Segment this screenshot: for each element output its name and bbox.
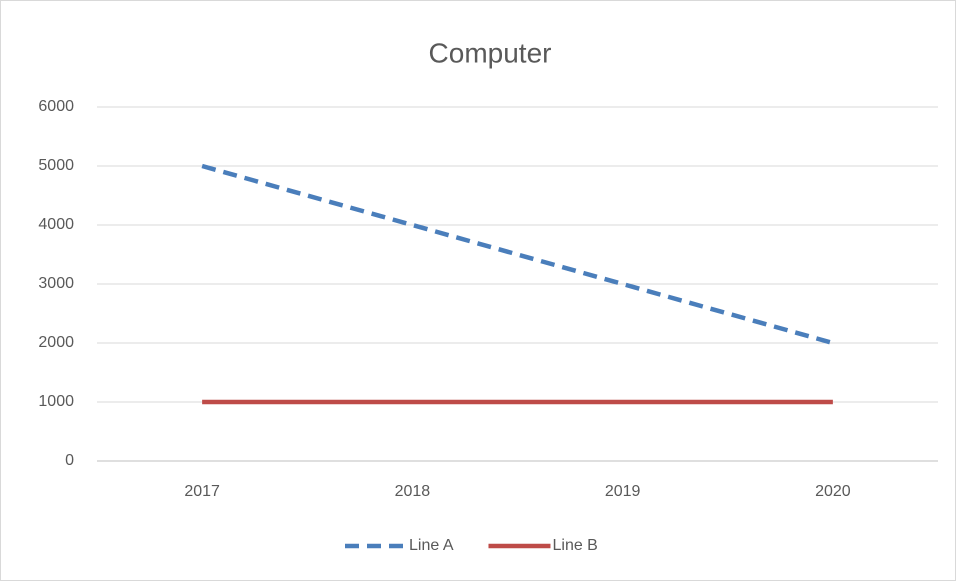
y-tick-label: 5000	[38, 157, 74, 174]
x-tick-label: 2017	[184, 483, 220, 500]
y-tick-label: 0	[65, 452, 74, 469]
x-tick-label: 2018	[395, 483, 431, 500]
legend-label: Line A	[409, 537, 454, 554]
x-tick-label: 2020	[815, 483, 851, 500]
y-tick-label: 1000	[38, 393, 74, 410]
chart-title: Computer	[429, 37, 552, 68]
y-tick-label: 6000	[38, 98, 74, 115]
x-tick-label: 2019	[605, 483, 641, 500]
y-tick-label: 3000	[38, 275, 74, 292]
y-tick-label: 2000	[38, 334, 74, 351]
y-tick-label: 4000	[38, 216, 74, 233]
legend-label: Line B	[552, 537, 597, 554]
